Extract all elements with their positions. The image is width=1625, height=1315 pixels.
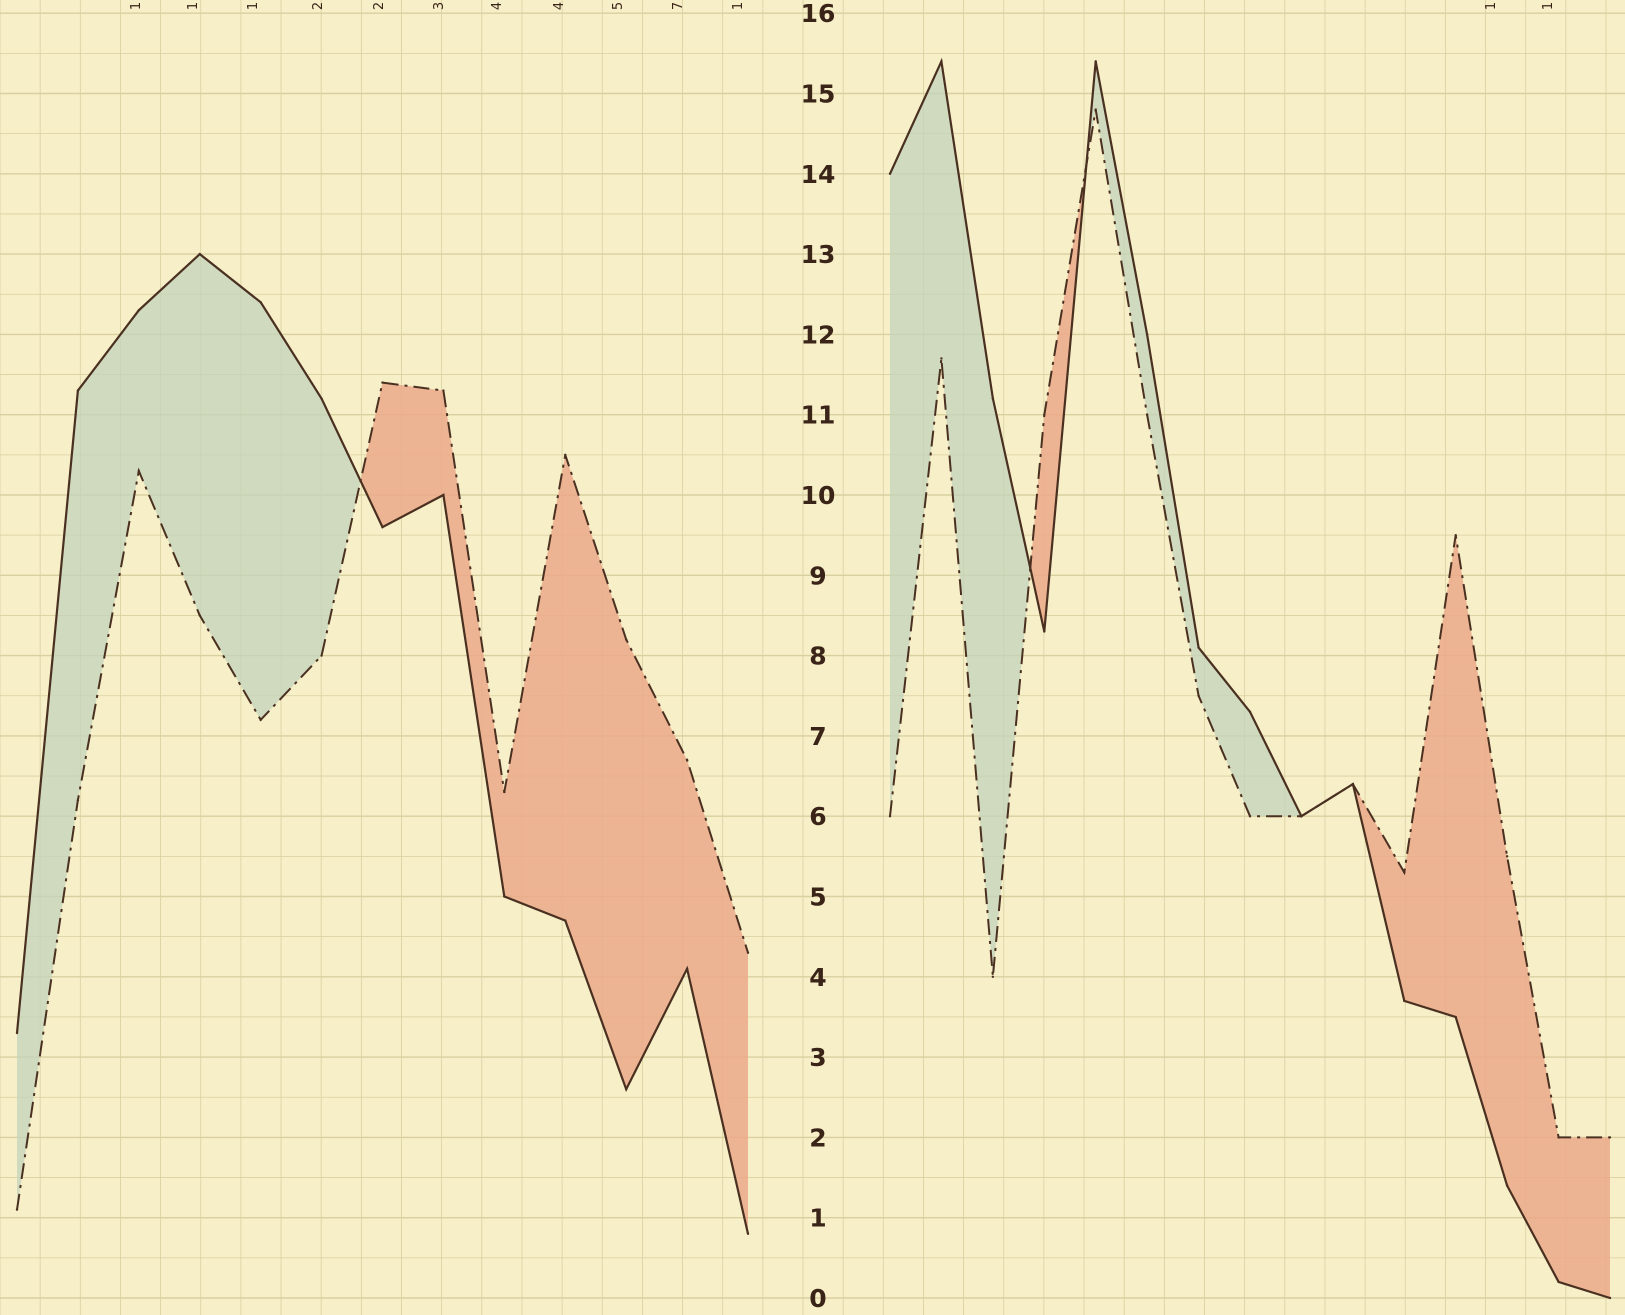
fill-region-solid-above xyxy=(890,61,1031,977)
data-point-dashdot xyxy=(1351,782,1355,786)
top-tick-label: 4 xyxy=(490,2,505,10)
data-point-solid xyxy=(137,309,141,312)
fill-region-dashed-above xyxy=(1352,535,1610,1298)
fill-region-dashed-above xyxy=(360,382,748,1234)
y-tick-label: 11 xyxy=(801,401,836,430)
y-tick-label: 4 xyxy=(809,963,826,992)
y-tick-label: 5 xyxy=(809,883,826,912)
y-tick-label: 10 xyxy=(801,481,836,510)
data-point-dashdot xyxy=(76,798,80,802)
y-tick-label: 16 xyxy=(801,0,836,28)
y-tick-label: 15 xyxy=(801,80,836,109)
data-point-dashdot xyxy=(137,469,141,473)
top-tick-label: 3 xyxy=(432,2,447,10)
series-lines xyxy=(15,57,1612,1300)
data-point-dashdot xyxy=(746,951,750,954)
y-tick-label: 13 xyxy=(801,240,836,269)
y-tick-label: 9 xyxy=(809,561,826,590)
data-point-solid xyxy=(685,967,689,970)
data-point-dashdot xyxy=(1300,815,1303,818)
data-point-solid xyxy=(259,301,262,304)
data-point-dashdot xyxy=(888,815,892,818)
top-tick-label: 5 xyxy=(611,2,626,10)
top-tick-label: 1 xyxy=(1541,2,1556,10)
data-point-dashdot xyxy=(198,614,201,617)
data-point-solid xyxy=(1608,1296,1612,1300)
y-tick-label: 7 xyxy=(809,722,826,751)
y-tick-label: 0 xyxy=(809,1284,826,1313)
data-point-solid xyxy=(381,525,384,529)
data-point-dashdot xyxy=(381,381,384,384)
data-point-solid xyxy=(1505,1184,1509,1187)
data-point-dashdot xyxy=(1403,871,1406,874)
y-tick-label: 12 xyxy=(801,320,836,349)
data-point-dashdot xyxy=(624,638,628,641)
top-tick-label: 2 xyxy=(311,2,326,10)
data-point-solid xyxy=(746,1232,750,1235)
data-point-dashdot xyxy=(15,1208,19,1211)
data-point-solid xyxy=(442,493,445,497)
data-point-solid xyxy=(1094,60,1097,63)
data-point-dashdot xyxy=(1248,815,1252,818)
data-point-dashdot xyxy=(1197,694,1200,697)
data-point-solid xyxy=(1145,333,1149,336)
top-tick-label: 2 xyxy=(372,2,387,10)
data-point-dashdot xyxy=(1608,1136,1612,1139)
data-point-dashdot xyxy=(1145,413,1149,416)
y-tick-label: 3 xyxy=(809,1043,826,1072)
top-tick-label: 7 xyxy=(671,2,686,10)
data-point-dashdot xyxy=(991,975,995,978)
data-point-dashdot xyxy=(940,357,943,360)
data-point-solid xyxy=(1557,1280,1560,1284)
data-point-solid xyxy=(15,1031,19,1035)
y-tick-label: 8 xyxy=(809,642,826,671)
data-point-solid xyxy=(1454,1015,1457,1019)
top-tick-label: 1 xyxy=(731,2,746,10)
data-point-dashdot xyxy=(503,790,506,794)
data-point-solid xyxy=(888,172,892,175)
data-point-solid xyxy=(1248,710,1252,714)
data-point-dashdot xyxy=(1505,855,1509,858)
fill-region-solid-above xyxy=(17,254,361,1210)
data-point-solid xyxy=(1403,999,1406,1003)
data-point-dashdot xyxy=(564,453,567,457)
data-point-solid xyxy=(1043,630,1046,633)
fills xyxy=(17,61,1610,1298)
top-tick-label: 1 xyxy=(1484,2,1499,10)
data-point-dashdot xyxy=(259,718,262,722)
data-point-dashdot xyxy=(1454,533,1457,537)
fill-region-dashed-above xyxy=(1030,165,1087,632)
data-point-dashdot xyxy=(442,389,445,392)
y-tick-label: 6 xyxy=(809,802,826,831)
top-tick-label: 4 xyxy=(552,2,567,10)
data-point-dashdot xyxy=(1043,413,1046,416)
data-point-solid xyxy=(940,60,943,63)
y-tick-label: 2 xyxy=(809,1123,826,1152)
data-point-dashdot xyxy=(685,758,689,762)
data-point-dashdot xyxy=(320,654,323,657)
data-point-solid xyxy=(1197,646,1200,649)
top-tick-label: 1 xyxy=(129,2,144,10)
top-tick-label: 1 xyxy=(246,2,261,10)
top-tick-label: 1 xyxy=(186,2,201,10)
data-point-solid xyxy=(320,397,323,400)
y-tick-label: 14 xyxy=(801,160,836,189)
data-point-solid xyxy=(76,389,80,392)
data-point-solid xyxy=(624,1088,628,1091)
data-point-solid xyxy=(991,397,995,400)
data-point-dashdot xyxy=(1557,1136,1560,1139)
data-point-solid xyxy=(564,919,567,922)
data-point-dashdot xyxy=(1094,108,1097,111)
data-point-solid xyxy=(503,895,506,898)
y-tick-label: 1 xyxy=(809,1204,826,1233)
data-point-solid xyxy=(198,252,201,256)
